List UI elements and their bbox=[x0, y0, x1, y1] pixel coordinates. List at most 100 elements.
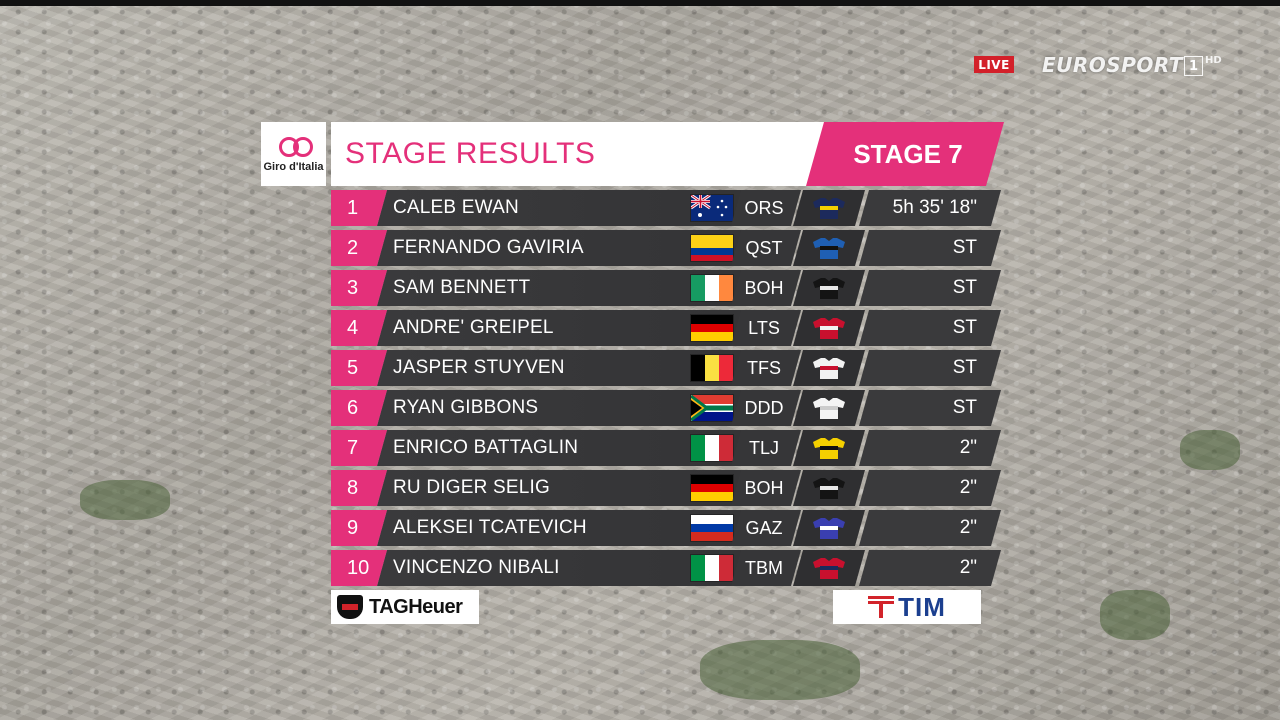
team-cell bbox=[731, 230, 801, 266]
time-cell: ST bbox=[859, 270, 1001, 306]
team-code: GAZ bbox=[745, 517, 783, 538]
rider-name: ALEKSEI TCATEVICH bbox=[393, 517, 587, 538]
rank-number: 9 bbox=[331, 510, 387, 546]
jersey-icon-black-white bbox=[793, 270, 865, 306]
finish-time: 2" bbox=[959, 557, 977, 578]
rider-name: RU DIGER SELIG bbox=[393, 477, 550, 498]
sponsor-tagheuer: TAGHeuer bbox=[331, 590, 479, 624]
time-cell: 2" bbox=[859, 430, 1001, 466]
finish-time: ST bbox=[952, 397, 977, 418]
time-cell: ST bbox=[859, 390, 1001, 426]
letterbox-bar bbox=[0, 0, 1280, 6]
ireland-flag-icon bbox=[691, 275, 733, 301]
result-row: 9 ALEKSEI TCATEVICH GAZ 2" bbox=[331, 510, 1001, 546]
stage-badge: STAGE 7 bbox=[806, 122, 1004, 186]
team-code: TLJ bbox=[748, 437, 779, 458]
result-row: 10 VINCENZO NIBALI TBM 2" bbox=[331, 550, 1001, 586]
australia-flag-icon bbox=[691, 195, 733, 221]
finish-time: ST bbox=[952, 237, 977, 258]
sponsor-tim: TIM bbox=[833, 590, 981, 624]
stage-label: STAGE 7 bbox=[853, 138, 963, 169]
finish-time: ST bbox=[952, 277, 977, 298]
jersey-icon-red-navy bbox=[793, 550, 865, 586]
rider-name: ANDRE' GREIPEL bbox=[393, 317, 554, 338]
rank-number: 8 bbox=[331, 470, 387, 506]
germany-flag-icon bbox=[691, 475, 733, 501]
tree-patch bbox=[700, 640, 860, 700]
rank-number: 7 bbox=[331, 430, 387, 466]
result-row: 5 JASPER STUYVEN TFS ST bbox=[331, 350, 1001, 386]
sponsor-left-label: TAGHeuer bbox=[369, 595, 463, 618]
tree-patch bbox=[80, 480, 170, 520]
results-header: STAGE RESULTS bbox=[331, 122, 831, 186]
team-code: ORS bbox=[744, 197, 784, 218]
team-cell bbox=[731, 430, 801, 466]
team-code: TFS bbox=[747, 357, 781, 378]
italy-flag-icon bbox=[691, 435, 733, 461]
team-cell bbox=[731, 390, 801, 426]
finish-time: 5h 35' 18" bbox=[892, 197, 977, 218]
team-cell bbox=[731, 470, 801, 506]
rider-name: JASPER STUYVEN bbox=[393, 357, 565, 378]
page-title: STAGE RESULTS bbox=[345, 137, 596, 170]
result-row: 2 FERNANDO GAVIRIA QST ST bbox=[331, 230, 1001, 266]
team-code: QST bbox=[745, 237, 783, 258]
rider-name: ENRICO BATTAGLIN bbox=[393, 437, 579, 458]
colombia-flag-icon bbox=[691, 235, 733, 261]
time-cell: 5h 35' 18" bbox=[859, 190, 1001, 226]
time-cell: ST bbox=[859, 350, 1001, 386]
result-row: 6 RYAN GIBBONS DDD ST bbox=[331, 390, 1001, 426]
channel-number: 1 bbox=[1184, 56, 1203, 76]
germany-flag-icon bbox=[691, 315, 733, 341]
giro-logo-text: Giro d'Italia bbox=[263, 161, 324, 173]
team-code: DDD bbox=[744, 397, 784, 418]
rank-number: 5 bbox=[331, 350, 387, 386]
network-logo: EUROSPORT bbox=[1042, 53, 1184, 77]
tree-patch bbox=[1180, 430, 1240, 470]
finish-time: ST bbox=[952, 317, 977, 338]
jersey-icon-white bbox=[793, 390, 865, 426]
belgium-flag-icon bbox=[691, 355, 733, 381]
result-row: 8 RU DIGER SELIG BOH 2" bbox=[331, 470, 1001, 506]
rider-name: FERNANDO GAVIRIA bbox=[393, 237, 584, 258]
team-code: LTS bbox=[748, 317, 780, 338]
team-code: BOH bbox=[744, 477, 784, 498]
team-cell bbox=[731, 190, 801, 226]
tree-patch bbox=[1100, 590, 1170, 640]
tagheuer-shield-icon bbox=[337, 595, 363, 619]
sponsor-right-label: TIM bbox=[898, 591, 946, 622]
team-cell bbox=[731, 270, 801, 306]
jersey-icon-white-red bbox=[793, 350, 865, 386]
rank-number: 3 bbox=[331, 270, 387, 306]
jersey-icon-yellow-black bbox=[793, 430, 865, 466]
time-cell: 2" bbox=[859, 510, 1001, 546]
finish-time: 2" bbox=[959, 517, 977, 538]
rider-name: VINCENZO NIBALI bbox=[393, 557, 560, 578]
tim-logo-icon bbox=[868, 596, 895, 618]
result-row: 1 CALEB EWAN ORS 5h 35' 18" bbox=[331, 190, 1001, 226]
result-row: 4 ANDRE' GREIPEL LTS ST bbox=[331, 310, 1001, 346]
hd-tag: HD bbox=[1205, 55, 1222, 66]
jersey-icon-blue-black bbox=[793, 230, 865, 266]
rider-name: SAM BENNETT bbox=[393, 277, 531, 298]
team-cell bbox=[731, 550, 801, 586]
giro-logo: Giro d'Italia bbox=[261, 122, 326, 186]
team-code: TBM bbox=[745, 557, 783, 578]
rider-name: RYAN GIBBONS bbox=[393, 397, 539, 418]
rank-number: 4 bbox=[331, 310, 387, 346]
russia-flag-icon bbox=[691, 515, 733, 541]
team-cell bbox=[731, 350, 801, 386]
time-cell: 2" bbox=[859, 550, 1001, 586]
time-cell: 2" bbox=[859, 470, 1001, 506]
jersey-icon-black-white bbox=[793, 470, 865, 506]
south-africa-flag-icon bbox=[691, 395, 733, 421]
team-code: BOH bbox=[744, 277, 784, 298]
rank-number: 2 bbox=[331, 230, 387, 266]
finish-time: 2" bbox=[959, 477, 977, 498]
finish-time: ST bbox=[952, 357, 977, 378]
rank-number: 10 bbox=[331, 550, 387, 586]
time-cell: ST bbox=[859, 310, 1001, 346]
jersey-icon-red-white bbox=[793, 310, 865, 346]
result-row: 3 SAM BENNETT BOH ST bbox=[331, 270, 1001, 306]
rank-number: 6 bbox=[331, 390, 387, 426]
